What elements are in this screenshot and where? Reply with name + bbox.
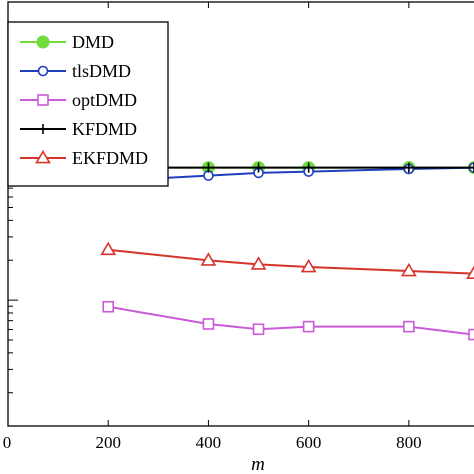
x-tick-label: 600 — [296, 433, 322, 452]
data-point — [300, 258, 317, 273]
data-point — [102, 300, 115, 313]
legend-item: tlsDMD — [20, 61, 131, 81]
legend-label: EKFDMD — [72, 148, 148, 168]
series-line — [108, 166, 474, 182]
data-point — [37, 94, 49, 106]
data-point — [403, 162, 414, 173]
series-line — [108, 305, 474, 336]
x-tick-label: 800 — [396, 433, 422, 452]
x-tick-label: 400 — [196, 433, 222, 452]
axes: 0 200 400 600 800 — [3, 1, 474, 452]
data-point — [403, 320, 415, 333]
data-point — [303, 162, 314, 173]
series-group — [100, 161, 474, 341]
series-optdmd — [102, 300, 474, 341]
data-point — [35, 149, 51, 164]
x-tick-label: 0 — [3, 433, 12, 452]
plot-frame — [7, 1, 474, 427]
data-point — [202, 318, 215, 330]
legend-item: optDMD — [20, 90, 137, 110]
legend-label: KFDMD — [72, 119, 137, 139]
data-point — [400, 262, 417, 277]
data-point — [37, 65, 49, 77]
data-point — [200, 252, 217, 266]
data-point — [466, 265, 474, 279]
data-point — [250, 256, 267, 270]
data-point — [469, 162, 474, 173]
legend: DMD tlsDMD optDMD KFDMD EKFDMD — [7, 21, 169, 187]
legend-label: optDMD — [72, 90, 137, 110]
data-point — [252, 323, 265, 336]
x-axis-label: m — [251, 454, 265, 474]
data-point — [38, 124, 48, 134]
data-point — [203, 162, 214, 173]
x-tick-label: 200 — [95, 433, 121, 452]
data-point — [36, 35, 50, 49]
legend-item: EKFDMD — [20, 148, 148, 168]
legend-item: KFDMD — [20, 119, 137, 139]
data-point — [302, 320, 315, 333]
legend-item: DMD — [20, 32, 114, 52]
data-point — [253, 162, 264, 173]
series-ekfdmd — [100, 241, 474, 279]
data-point — [100, 241, 117, 256]
data-point — [468, 328, 474, 341]
legend-label: tlsDMD — [72, 61, 131, 81]
legend-label: DMD — [72, 32, 114, 52]
series-line — [108, 248, 474, 275]
